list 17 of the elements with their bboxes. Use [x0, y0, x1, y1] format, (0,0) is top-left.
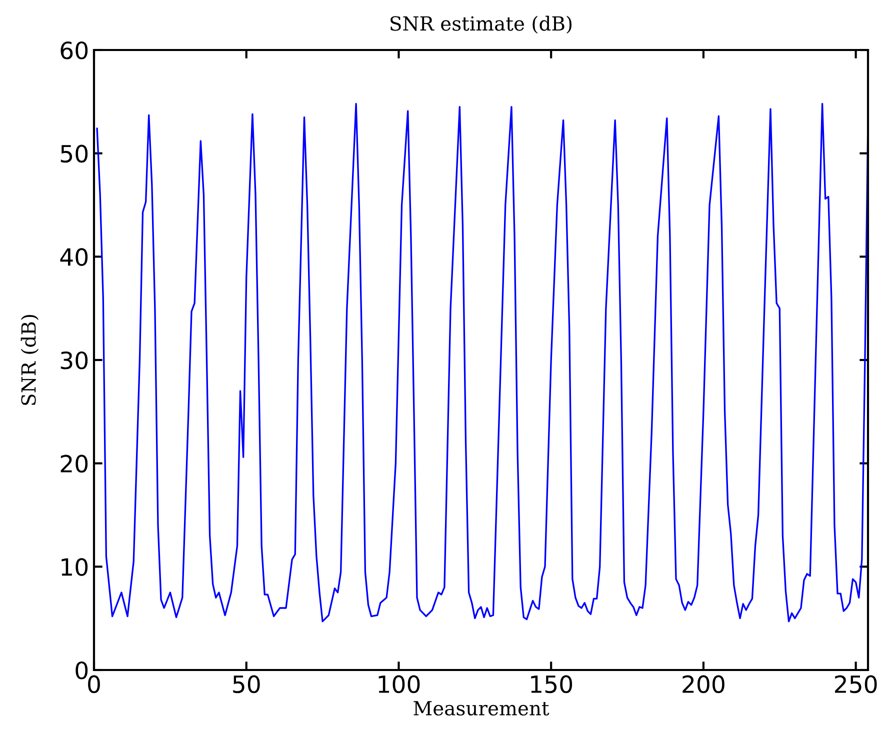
x-tick-label: 250: [835, 675, 877, 694]
y-axis-title: SNR (dB): [20, 315, 39, 405]
x-tick-label: 0: [88, 675, 100, 694]
chart-title: SNR estimate (dB): [390, 16, 572, 34]
y-tick-label: 20: [60, 454, 88, 473]
y-tick-label: 30: [60, 351, 88, 370]
y-tick-label: 40: [60, 248, 88, 266]
x-tick-label: 100: [378, 675, 420, 694]
x-axis-title: Measurement: [414, 701, 550, 716]
x-tick-label: 50: [233, 675, 260, 694]
x-tick-label: 150: [531, 675, 572, 694]
y-tick-label: 10: [62, 558, 88, 576]
y-tick-label: 50: [60, 144, 88, 163]
y-tick-label: 60: [60, 41, 88, 60]
line-series: [96, 102, 868, 622]
y-tick-label: 0: [76, 661, 88, 680]
x-tick-label: 200: [682, 675, 724, 694]
